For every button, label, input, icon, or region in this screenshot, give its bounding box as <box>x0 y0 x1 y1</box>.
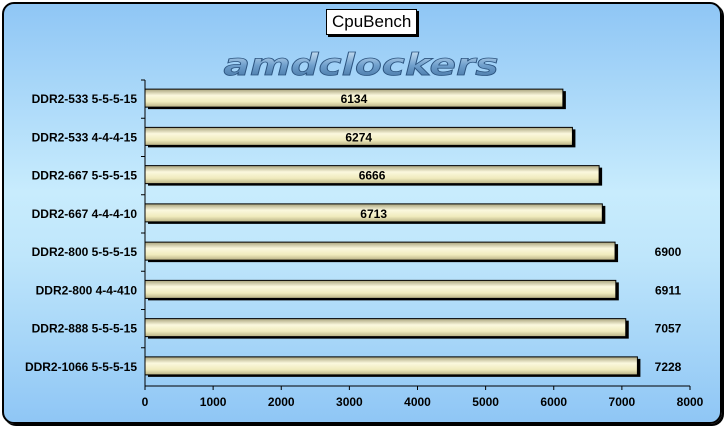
category-label: DDR2-533 4-4-4-15 <box>32 130 138 144</box>
x-tick-label: 0 <box>142 395 149 409</box>
chart-title: CpuBench <box>326 9 418 35</box>
bar <box>144 356 638 376</box>
data-label: 6713 <box>360 207 387 221</box>
data-label: 6900 <box>655 245 682 259</box>
x-tick-label: 8000 <box>677 395 704 409</box>
bar <box>144 318 627 338</box>
category-label: DDR2-800 5-5-5-15 <box>32 245 138 259</box>
x-tick-label: 6000 <box>540 395 567 409</box>
data-label: 7228 <box>655 360 682 374</box>
category-label: DDR2-888 5-5-5-15 <box>32 322 138 336</box>
data-label: 6911 <box>655 283 681 297</box>
svg-text:amdclockers: amdclockers <box>224 48 499 82</box>
x-tick-label: 4000 <box>404 395 431 409</box>
bar <box>144 165 600 185</box>
data-label: 6134 <box>341 92 368 106</box>
bar <box>144 279 617 299</box>
watermark-logo: amdclockers <box>223 48 499 82</box>
x-tick-label: 1000 <box>200 395 227 409</box>
category-label: DDR2-800 4-4-410 <box>36 283 138 297</box>
x-tick-label: 3000 <box>336 395 363 409</box>
data-label: 6666 <box>359 169 386 183</box>
x-tick-label: 7000 <box>609 395 636 409</box>
data-label: 6274 <box>345 130 372 144</box>
category-label: DDR2-667 4-4-4-10 <box>32 207 138 221</box>
bar <box>144 88 564 108</box>
category-label: DDR2-533 5-5-5-15 <box>32 92 138 106</box>
bar <box>144 126 573 146</box>
bar <box>144 203 603 223</box>
category-label: DDR2-1066 5-5-5-15 <box>25 360 137 374</box>
bar <box>144 241 616 261</box>
x-tick-label: 5000 <box>472 395 499 409</box>
x-tick-label: 2000 <box>268 395 295 409</box>
category-label: DDR2-667 5-5-5-15 <box>32 169 138 183</box>
data-label: 7057 <box>655 322 682 336</box>
